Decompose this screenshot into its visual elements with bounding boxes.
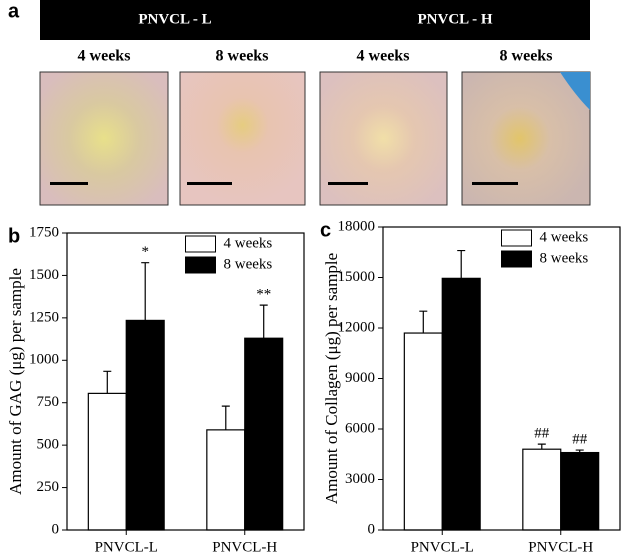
legend-label: 8 weeks bbox=[540, 250, 589, 266]
bar bbox=[206, 429, 246, 531]
x-tick-label: PNVCL-L bbox=[95, 539, 158, 555]
header-bar bbox=[40, 0, 590, 40]
photo bbox=[39, 71, 169, 206]
y-tick-label: 1750 bbox=[29, 224, 59, 240]
legend-swatch bbox=[501, 250, 532, 268]
legend-swatch bbox=[185, 256, 216, 274]
photo-label: 8 weeks bbox=[216, 48, 269, 65]
error-bar bbox=[457, 249, 466, 279]
scale-bar bbox=[472, 182, 518, 185]
bar bbox=[403, 332, 443, 531]
photo-label: 4 weeks bbox=[357, 48, 410, 65]
x-tick-label: PNVCL-H bbox=[528, 539, 593, 555]
y-tick-label: 500 bbox=[37, 437, 60, 453]
annotation: * bbox=[141, 244, 149, 260]
group-label: PNVCL - L bbox=[138, 11, 211, 27]
photo bbox=[461, 71, 591, 206]
y-tick-label: 3000 bbox=[345, 471, 375, 487]
y-tick-label: 9000 bbox=[345, 370, 375, 386]
x-tick-label: PNVCL-H bbox=[212, 539, 277, 555]
plot-frame bbox=[66, 232, 305, 531]
photos: 4 weeks 8 weeks 4 weeks 8 weeks bbox=[39, 48, 591, 206]
x-tick-label: PNVCL-L bbox=[411, 539, 474, 555]
bar bbox=[441, 277, 481, 531]
annotation: ## bbox=[534, 426, 550, 442]
photo-glove bbox=[560, 72, 590, 110]
y-tick-label: 18000 bbox=[338, 218, 376, 234]
y-axis-label: Amount of Collagen (μg) per sample bbox=[322, 253, 341, 504]
y-tick-label: 1250 bbox=[29, 309, 59, 325]
legend-swatch bbox=[501, 229, 532, 247]
y-axis-label: Amount of GAG (μg) per sample bbox=[6, 268, 25, 495]
bar bbox=[125, 319, 165, 531]
error-bar bbox=[103, 370, 112, 394]
plot-frame bbox=[382, 226, 621, 531]
photo bbox=[319, 71, 448, 206]
photo-label: 4 weeks bbox=[78, 48, 131, 65]
annotation: ** bbox=[256, 287, 271, 303]
y-tick-label: 0 bbox=[52, 521, 60, 537]
scale-bar bbox=[50, 182, 88, 185]
photo bbox=[179, 71, 306, 206]
legend-label: 4 weeks bbox=[540, 229, 589, 245]
bar bbox=[87, 392, 127, 531]
photo-label: 8 weeks bbox=[500, 48, 553, 65]
bar bbox=[522, 448, 562, 531]
bar bbox=[560, 451, 600, 531]
annotation: ## bbox=[572, 431, 588, 447]
y-tick-label: 250 bbox=[37, 479, 60, 495]
error-bar bbox=[419, 310, 428, 334]
group-label: PNVCL - H bbox=[418, 11, 493, 27]
error-bar bbox=[575, 449, 584, 453]
scale-bar bbox=[187, 182, 232, 185]
y-tick-label: 1000 bbox=[29, 352, 59, 368]
legend-label: 4 weeks bbox=[224, 235, 273, 251]
y-tick-label: 6000 bbox=[345, 420, 375, 436]
error-bar bbox=[259, 304, 268, 339]
y-tick-label: 15000 bbox=[338, 269, 376, 285]
error-bar bbox=[141, 262, 150, 321]
error-bar bbox=[221, 405, 230, 430]
error-bar bbox=[537, 443, 546, 450]
y-tick-label: 1500 bbox=[29, 267, 59, 283]
scale-bar bbox=[328, 182, 368, 185]
panel-label: c bbox=[320, 219, 331, 241]
y-tick-label: 0 bbox=[368, 521, 376, 537]
legend-label: 8 weeks bbox=[224, 256, 273, 272]
panel-label: a bbox=[8, 0, 20, 22]
y-tick-label: 12000 bbox=[338, 319, 376, 335]
y-tick-label: 750 bbox=[37, 394, 60, 410]
bar bbox=[244, 337, 284, 531]
legend-swatch bbox=[185, 235, 216, 253]
panel-label: b bbox=[8, 225, 20, 247]
